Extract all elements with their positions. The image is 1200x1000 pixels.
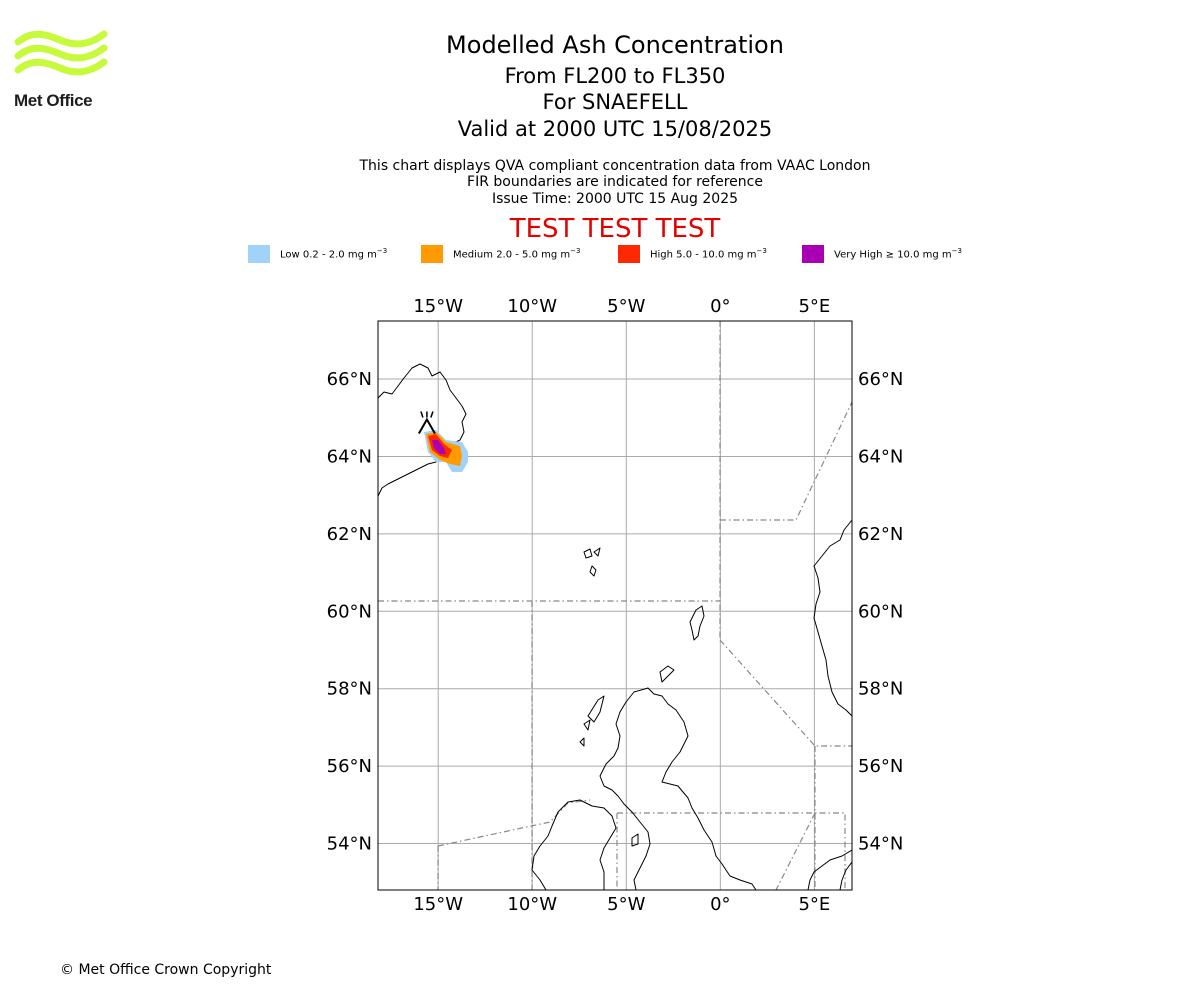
coastline <box>378 363 467 497</box>
subtitle-line-2: FIR boundaries are indicated for referen… <box>467 174 763 190</box>
chart-title: Modelled Ash Concentration <box>446 31 784 59</box>
lon-label-bottom: 5°E <box>798 894 830 915</box>
copyright-notice: © Met Office Crown Copyright <box>60 962 272 978</box>
lon-label-top: 5°E <box>798 296 830 317</box>
graticule <box>378 321 852 890</box>
volcano-plume-mark <box>430 411 434 418</box>
legend-swatch-very-high <box>802 245 824 263</box>
coastline <box>813 519 852 717</box>
issue-time: Issue Time: 2000 UTC 15 Aug 2025 <box>491 191 739 207</box>
volcano-name: For SNAEFELL <box>542 90 688 114</box>
coastline <box>587 695 605 723</box>
lon-label-top: 15°W <box>413 296 463 317</box>
lon-label-bottom: 0° <box>710 894 730 915</box>
volcano-cone <box>418 417 436 435</box>
coastlines <box>378 363 852 890</box>
legend-label-very-high: Very High ≥ 10.0 mg m−3 <box>834 247 962 261</box>
lat-label-right: 56°N <box>858 756 903 777</box>
fir-boundary <box>720 401 852 521</box>
lat-label-right: 60°N <box>858 601 903 622</box>
coastline <box>839 861 852 890</box>
fir-boundaries <box>378 321 852 890</box>
coastline <box>579 737 585 747</box>
fir-boundary <box>437 799 591 847</box>
lon-label-bottom: 15°W <box>413 894 463 915</box>
fir-boundary <box>775 812 816 890</box>
lon-label-top: 5°W <box>607 296 645 317</box>
lat-label-left: 64°N <box>327 446 372 467</box>
coastline <box>531 799 617 890</box>
lat-label-right: 58°N <box>858 679 903 700</box>
coastline <box>583 548 593 559</box>
lat-label-right: 64°N <box>858 446 903 467</box>
volcano-symbol <box>418 411 436 435</box>
lat-label-right: 54°N <box>858 834 903 855</box>
lon-label-top: 0° <box>710 296 730 317</box>
ash-plume <box>424 430 468 472</box>
lat-label-right: 66°N <box>858 369 903 390</box>
lat-label-right: 62°N <box>858 524 903 545</box>
map-frame <box>377 320 853 891</box>
legend-label-low: Low 0.2 - 2.0 mg m−3 <box>280 247 388 261</box>
fir-boundary <box>617 812 846 890</box>
lat-label-left: 58°N <box>327 679 372 700</box>
valid-time: Valid at 2000 UTC 15/08/2025 <box>457 117 773 141</box>
fir-boundary <box>719 639 852 747</box>
ash-very-high-area <box>432 440 446 454</box>
coastline <box>583 719 591 731</box>
legend-label-medium: Medium 2.0 - 5.0 mg m−3 <box>453 247 581 261</box>
legend-swatch-medium <box>421 245 443 263</box>
legend-item-low: Low 0.2 - 2.0 mg m−3 <box>248 244 387 264</box>
lon-label-bottom: 10°W <box>507 894 557 915</box>
axis-tick-labels: 15°W 15°W 10°W 10°W 5°W 5°W 0° 0° 5°E 5°E 66°N 66°N… <box>327 296 904 915</box>
legend-item-high: High 5.0 - 10.0 mg m−3 <box>618 244 767 264</box>
logo-wave <box>14 58 108 76</box>
test-banner: TEST TEST TEST <box>509 214 721 244</box>
lat-label-left: 56°N <box>327 756 372 777</box>
volcano-plume-mark <box>420 411 424 418</box>
lat-label-left: 54°N <box>327 834 372 855</box>
coastline <box>589 565 597 577</box>
coastline <box>631 833 639 847</box>
met-office-logo: Met Office <box>14 30 108 112</box>
lat-label-left: 62°N <box>327 524 372 545</box>
lat-label-left: 60°N <box>327 601 372 622</box>
coastline <box>807 849 852 890</box>
legend-label-high: High 5.0 - 10.0 mg m−3 <box>650 247 767 261</box>
met-office-logo-text: Met Office <box>14 91 93 110</box>
lon-label-bottom: 5°W <box>607 894 645 915</box>
coastline <box>599 687 757 890</box>
flight-levels: From FL200 to FL350 <box>504 64 726 88</box>
lat-label-left: 66°N <box>327 369 372 390</box>
legend-swatch-high <box>618 245 640 263</box>
coastline <box>593 547 601 557</box>
lon-label-top: 10°W <box>507 296 557 317</box>
legend-item-very-high: Very High ≥ 10.0 mg m−3 <box>802 244 962 264</box>
legend-item-medium: Medium 2.0 - 5.0 mg m−3 <box>421 244 580 264</box>
coastline <box>659 665 675 683</box>
met-office-logo-waves <box>14 30 108 76</box>
legend-swatch-low <box>248 245 270 263</box>
logo-wave <box>14 30 108 48</box>
subtitle-line-1: This chart displays QVA compliant concen… <box>359 158 871 174</box>
coastline <box>689 605 705 641</box>
logo-wave <box>14 44 108 62</box>
